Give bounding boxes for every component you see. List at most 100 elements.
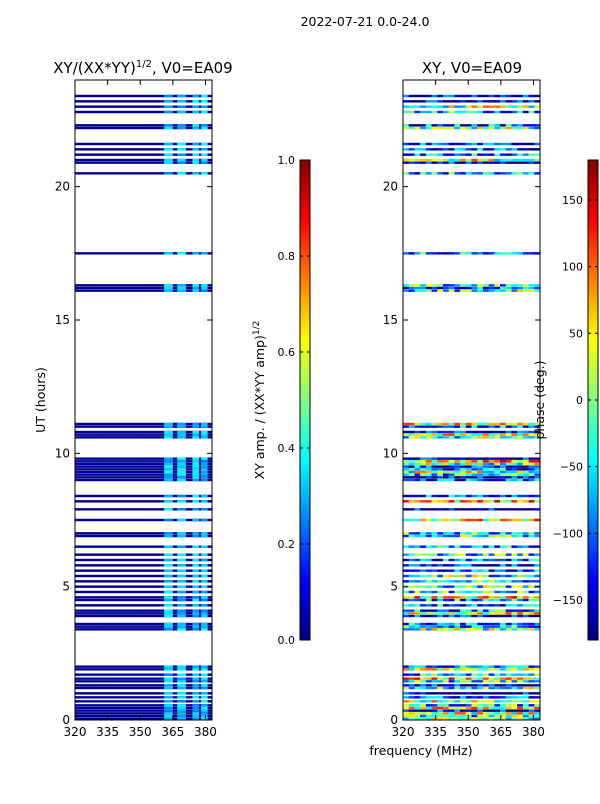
heatmap-cell <box>477 161 484 164</box>
heatmap-cell <box>494 558 501 562</box>
heatmap-cell <box>414 614 421 618</box>
heatmap-cell <box>177 622 186 626</box>
heatmap-cell <box>164 126 173 130</box>
heatmap-cell <box>488 470 495 474</box>
heatmap-cell <box>431 430 438 434</box>
heatmap-cell <box>522 684 529 687</box>
heatmap-cell <box>477 94 484 98</box>
heatmap-cell <box>477 500 484 503</box>
heatmap-cell <box>465 553 472 556</box>
heatmap-cell <box>414 604 421 607</box>
heatmap-cell <box>414 598 421 602</box>
heatmap-cell <box>534 717 541 720</box>
heatmap-cell <box>471 457 478 460</box>
heatmap-cell <box>505 612 512 615</box>
heatmap-cell <box>528 142 535 146</box>
heatmap-cell <box>460 704 467 707</box>
heatmap-cell <box>420 534 427 538</box>
heatmap-cell <box>75 553 212 556</box>
heatmap-cell <box>442 569 449 572</box>
heatmap-cell <box>75 457 212 460</box>
heatmap-cell <box>437 668 444 671</box>
heatmap-cell <box>420 673 427 676</box>
heatmap-cell <box>201 518 208 522</box>
heatmap-cell <box>448 625 455 628</box>
heatmap-cell <box>448 172 455 175</box>
heatmap-cell <box>511 142 518 146</box>
heatmap-cell <box>408 158 415 162</box>
heatmap-cell <box>482 686 489 690</box>
heatmap-cell <box>201 433 208 436</box>
heatmap-cell <box>517 612 524 615</box>
heatmap-cell <box>414 558 421 562</box>
heatmap-cell <box>522 534 529 538</box>
heatmap-cell <box>425 105 432 108</box>
heatmap-cell <box>75 153 212 156</box>
heatmap-cell <box>177 598 186 602</box>
heatmap-cell <box>431 462 438 466</box>
heatmap-cell <box>454 460 461 463</box>
heatmap-cell <box>192 553 199 556</box>
heatmap-cell <box>500 604 507 607</box>
heatmap-cell <box>201 569 208 572</box>
heatmap-cell <box>403 532 410 535</box>
heatmap-cell <box>482 470 489 474</box>
heatmap-row <box>75 468 212 471</box>
heatmap-cell <box>460 94 467 98</box>
heatmap-row <box>75 110 212 114</box>
heatmap-cell <box>437 612 444 615</box>
heatmap-cell <box>482 665 489 668</box>
heatmap-row <box>75 564 212 567</box>
heatmap-row <box>75 673 212 676</box>
heatmap-cell <box>511 478 518 482</box>
heatmap-cell <box>442 161 449 164</box>
heatmap-cell <box>454 532 461 535</box>
heatmap-cell <box>528 289 535 292</box>
heatmap-cell <box>164 709 173 712</box>
heatmap-cell <box>201 598 208 602</box>
heatmap-cell <box>437 614 444 618</box>
heatmap-cell <box>482 622 489 626</box>
heatmap-cell <box>517 436 524 439</box>
heatmap-cell <box>442 574 449 578</box>
heatmap-cell <box>164 94 173 98</box>
heatmap-cell <box>517 590 524 594</box>
heatmap-cell <box>477 148 484 151</box>
heatmap-cell <box>528 553 535 556</box>
heatmap-cell <box>511 700 518 703</box>
heatmap-cell <box>471 172 478 175</box>
heatmap-cell <box>403 433 410 436</box>
heatmap-cell <box>403 142 410 146</box>
heatmap-row <box>403 494 541 498</box>
heatmap-cell <box>403 518 410 522</box>
heatmap-cell <box>528 100 535 103</box>
heatmap-cell <box>420 100 427 103</box>
heatmap-cell <box>408 425 415 428</box>
heatmap-cell <box>408 470 415 474</box>
heatmap-cell <box>465 110 472 114</box>
heatmap-cell <box>192 468 199 471</box>
heatmap-cell <box>408 126 415 130</box>
heatmap-cell <box>477 457 484 460</box>
heatmap-cell <box>201 717 208 720</box>
heatmap-cell <box>414 172 421 175</box>
heatmap-cell <box>522 153 529 156</box>
heatmap-cell <box>465 532 472 535</box>
heatmap-cell <box>177 422 186 426</box>
heatmap-cell <box>425 590 432 594</box>
heatmap-cell <box>454 668 461 671</box>
heatmap-cell <box>448 704 455 707</box>
heatmap-cell <box>431 704 438 707</box>
heatmap-row <box>403 518 541 522</box>
heatmap-cell <box>505 596 512 599</box>
heatmap-cell <box>192 494 199 498</box>
heatmap-cell <box>534 284 541 287</box>
heatmap-cell <box>437 677 444 680</box>
heatmap-cell <box>164 684 173 687</box>
heatmap-cell <box>534 714 541 718</box>
heatmap-cell <box>534 692 541 695</box>
heatmap-cell <box>511 598 518 602</box>
heatmap-cell <box>425 545 432 548</box>
heatmap-cell <box>201 622 208 626</box>
heatmap-cell <box>454 665 461 668</box>
